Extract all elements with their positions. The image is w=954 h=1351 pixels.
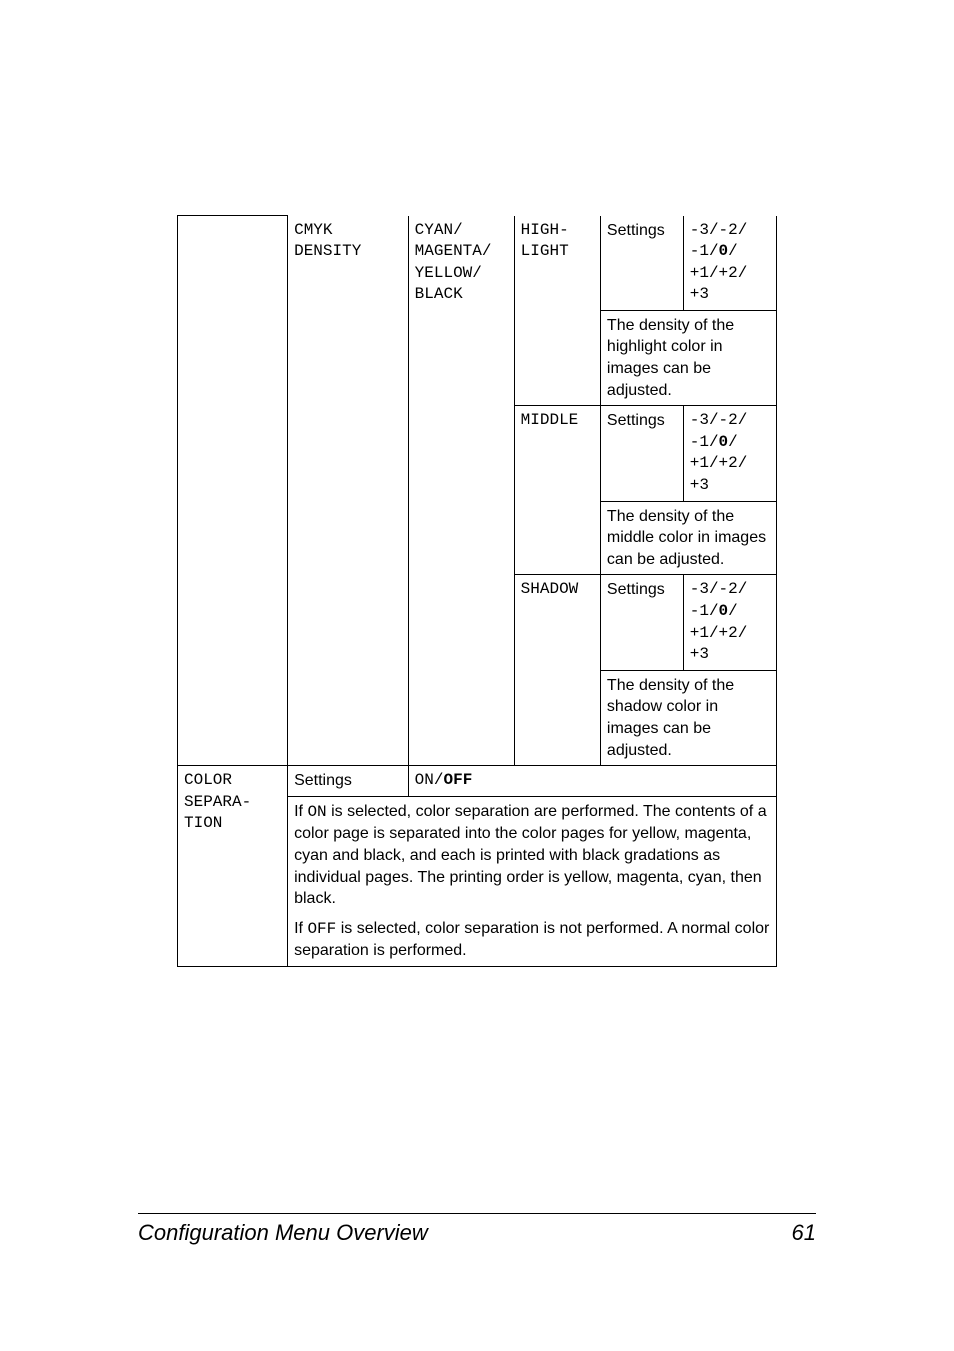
highlight-desc: The density of the highlight color in im… bbox=[600, 310, 776, 405]
shadow-label: SHADOW bbox=[514, 575, 600, 766]
color-sep-settings-label: Settings bbox=[288, 766, 409, 797]
cmyk-line1: CMYK bbox=[294, 221, 332, 239]
color-l3: YELLOW/ bbox=[415, 264, 482, 282]
page-footer: Configuration Menu Overview 61 bbox=[138, 1213, 816, 1246]
color-separation-label: COLOR SEPARA- TION bbox=[178, 766, 288, 967]
hl-l2: LIGHT bbox=[521, 242, 569, 260]
middle-settings-label: Settings bbox=[600, 406, 683, 501]
color-sep-desc: If ON is selected, color separation are … bbox=[288, 796, 777, 966]
color-l2: MAGENTA/ bbox=[415, 242, 492, 260]
color-channels-cell: CYAN/ MAGENTA/ YELLOW/ BLACK bbox=[408, 216, 514, 766]
footer-title: Configuration Menu Overview bbox=[138, 1220, 428, 1246]
shadow-desc: The density of the shadow color in image… bbox=[600, 670, 776, 765]
middle-desc: The density of the middle color in image… bbox=[600, 501, 776, 575]
middle-label: MIDDLE bbox=[514, 406, 600, 575]
color-sep-p1: If ON is selected, color separation are … bbox=[294, 801, 770, 910]
color-sep-p2: If OFF is selected, color separation is … bbox=[294, 918, 770, 962]
color-l4: BLACK bbox=[415, 285, 463, 303]
cmyk-line2: DENSITY bbox=[294, 242, 361, 260]
highlight-label: HIGH- LIGHT bbox=[514, 216, 600, 406]
shadow-settings-value: -3/-2/ -1/0/ +1/+2/ +3 bbox=[683, 575, 776, 670]
footer-page-number: 61 bbox=[792, 1220, 816, 1246]
left-spacer bbox=[178, 216, 288, 766]
hl-l1: HIGH- bbox=[521, 221, 569, 239]
cmyk-density-cell: CMYK DENSITY bbox=[288, 216, 409, 766]
highlight-settings-value: -3/-2/ -1/0/ +1/+2/ +3 bbox=[683, 216, 776, 311]
highlight-settings-label: Settings bbox=[600, 216, 683, 311]
settings-table: CMYK DENSITY CYAN/ MAGENTA/ YELLOW/ BLAC… bbox=[177, 215, 777, 967]
middle-settings-value: -3/-2/ -1/0/ +1/+2/ +3 bbox=[683, 406, 776, 501]
color-sep-settings-value: ON/OFF bbox=[408, 766, 776, 797]
color-l1: CYAN/ bbox=[415, 221, 463, 239]
shadow-settings-label: Settings bbox=[600, 575, 683, 670]
